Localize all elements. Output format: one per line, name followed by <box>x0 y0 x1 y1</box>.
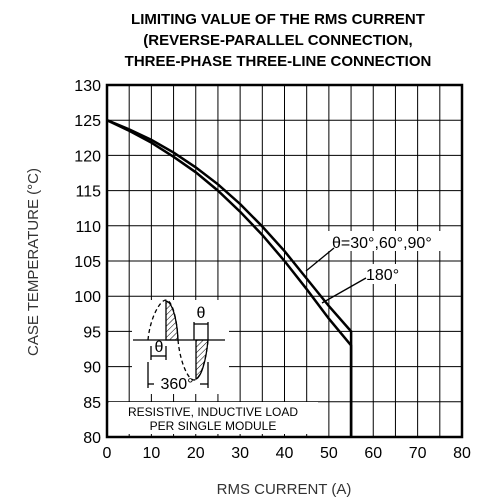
theta-bottom-label: θ <box>155 339 164 356</box>
x-tick-labels: 0 10 20 30 40 50 60 70 80 <box>103 445 471 462</box>
series-b-label: 180° <box>366 267 399 284</box>
x-tick-label: 30 <box>231 445 249 462</box>
series-b-leader <box>321 277 367 304</box>
y-tick-label: 125 <box>74 113 101 130</box>
note-bg <box>109 402 318 434</box>
x-tick-label: 80 <box>453 445 471 462</box>
plot-frame <box>105 83 464 439</box>
series-b-label-bg <box>360 264 408 284</box>
series-line-theta-30-60-90 <box>106 119 353 437</box>
y-tick-label: 85 <box>83 395 101 412</box>
series-a-label-bg <box>328 231 459 251</box>
series-a-label: θ=30°,60°,90° <box>332 235 432 252</box>
y-tick-label: 80 <box>83 430 101 447</box>
period-label: 360° <box>160 376 193 393</box>
series-a-leader <box>305 247 335 272</box>
y-tick-label: 120 <box>74 148 101 165</box>
y-tick-label: 115 <box>75 184 101 201</box>
y-tick-label: 105 <box>74 254 101 271</box>
chart-title-line-1: LIMITING VALUE OF THE RMS CURRENT <box>131 11 425 28</box>
note-line-1: RESISTIVE, INDUCTIVE LOAD <box>128 405 298 419</box>
chart-title-line-2: (REVERSE-PARALLEL CONNECTION, <box>143 32 412 49</box>
y-tick-labels: 80 85 90 95 100 105 110 115 120 125 130 <box>74 78 101 447</box>
theta-top-label: θ <box>197 305 206 322</box>
x-tick-label: 70 <box>409 445 427 462</box>
y-tick-label: 130 <box>74 78 101 95</box>
note-line-2: PER SINGLE MODULE <box>150 419 277 433</box>
waveform-icon <box>133 299 225 388</box>
x-tick-label: 0 <box>103 445 112 462</box>
chart-title-line-3: THREE-PHASE THREE-LINE CONNECTION <box>125 53 432 70</box>
series-line-180 <box>106 119 353 437</box>
x-tick-label: 20 <box>187 445 205 462</box>
x-tick-label: 40 <box>276 445 294 462</box>
x-tick-label: 50 <box>320 445 338 462</box>
y-axis-label: CASE TEMPERATURE (°C) <box>25 168 42 356</box>
y-tick-label: 100 <box>74 289 101 306</box>
x-axis-label: RMS CURRENT (A) <box>217 481 352 498</box>
y-tick-label: 90 <box>83 360 101 377</box>
y-tick-label: 95 <box>83 324 101 341</box>
x-tick-label: 60 <box>364 445 382 462</box>
x-tick-label: 10 <box>142 445 160 462</box>
y-tick-label: 110 <box>75 219 101 236</box>
